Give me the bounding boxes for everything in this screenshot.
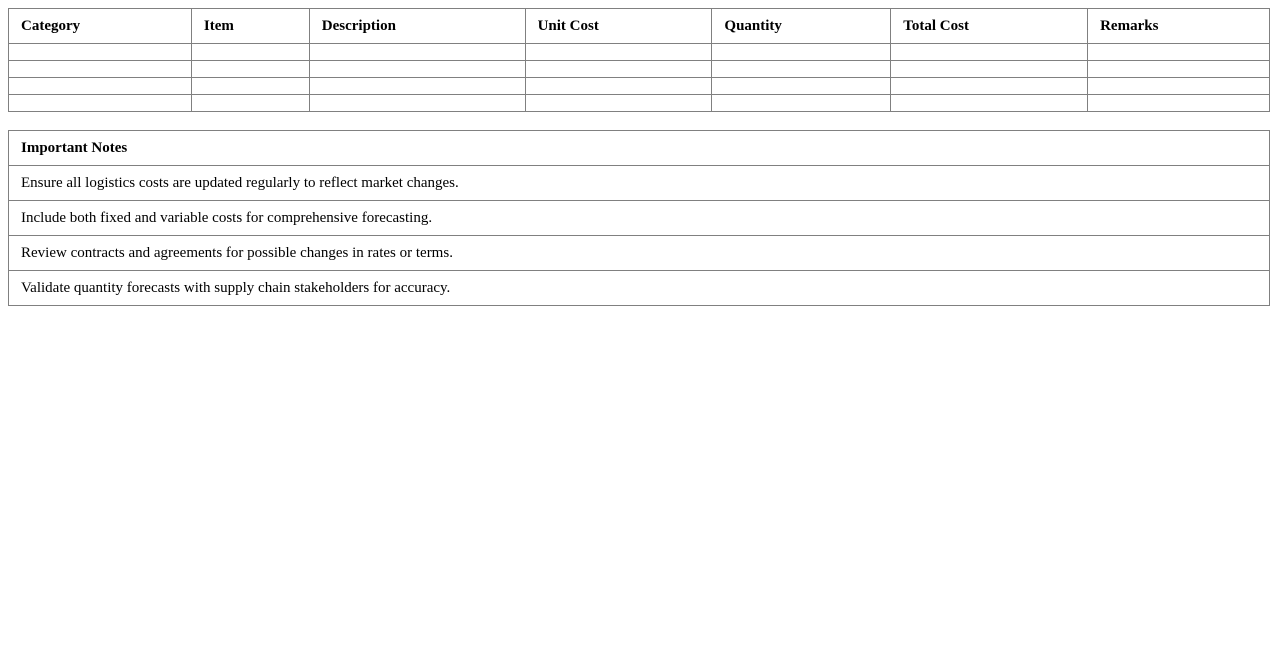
table-cell xyxy=(190,94,310,112)
table-header-row: Category Item Description Unit Cost Quan… xyxy=(8,8,1270,44)
header-remarks: Remarks xyxy=(1087,8,1270,44)
table-cell xyxy=(890,43,1089,61)
table-cell xyxy=(8,43,192,61)
table-cell xyxy=(190,60,310,78)
header-description: Description xyxy=(308,8,526,44)
table-cell xyxy=(890,60,1089,78)
notes-table: Important Notes Ensure all logistics cos… xyxy=(8,130,1270,306)
header-quantity: Quantity xyxy=(711,8,892,44)
notes-title: Important Notes xyxy=(8,130,1270,166)
table-cell xyxy=(711,43,892,61)
header-item: Item xyxy=(190,8,310,44)
table-cell xyxy=(8,77,192,95)
table-row xyxy=(8,94,1270,112)
table-cell xyxy=(190,43,310,61)
table-cell xyxy=(1087,94,1270,112)
table-cell xyxy=(1087,77,1270,95)
table-row xyxy=(8,77,1270,95)
table-cell xyxy=(711,60,892,78)
note-item: Review contracts and agreements for poss… xyxy=(8,235,1270,271)
table-cell xyxy=(308,94,526,112)
table-cell xyxy=(8,60,192,78)
table-cell xyxy=(8,94,192,112)
note-item: Include both fixed and variable costs fo… xyxy=(8,200,1270,236)
cost-table: Category Item Description Unit Cost Quan… xyxy=(8,8,1270,112)
header-unit-cost: Unit Cost xyxy=(524,8,713,44)
table-cell xyxy=(524,77,713,95)
table-cell xyxy=(890,77,1089,95)
table-cell xyxy=(1087,60,1270,78)
note-item: Ensure all logistics costs are updated r… xyxy=(8,165,1270,201)
table-cell xyxy=(524,43,713,61)
table-cell xyxy=(890,94,1089,112)
table-cell xyxy=(308,77,526,95)
table-cell xyxy=(711,94,892,112)
table-row xyxy=(8,60,1270,78)
table-cell xyxy=(524,60,713,78)
header-total-cost: Total Cost xyxy=(890,8,1089,44)
table-cell xyxy=(524,94,713,112)
header-category: Category xyxy=(8,8,192,44)
table-cell xyxy=(308,60,526,78)
table-row xyxy=(8,43,1270,61)
table-cell xyxy=(1087,43,1270,61)
table-cell xyxy=(190,77,310,95)
table-cell xyxy=(711,77,892,95)
note-item: Validate quantity forecasts with supply … xyxy=(8,270,1270,306)
table-cell xyxy=(308,43,526,61)
